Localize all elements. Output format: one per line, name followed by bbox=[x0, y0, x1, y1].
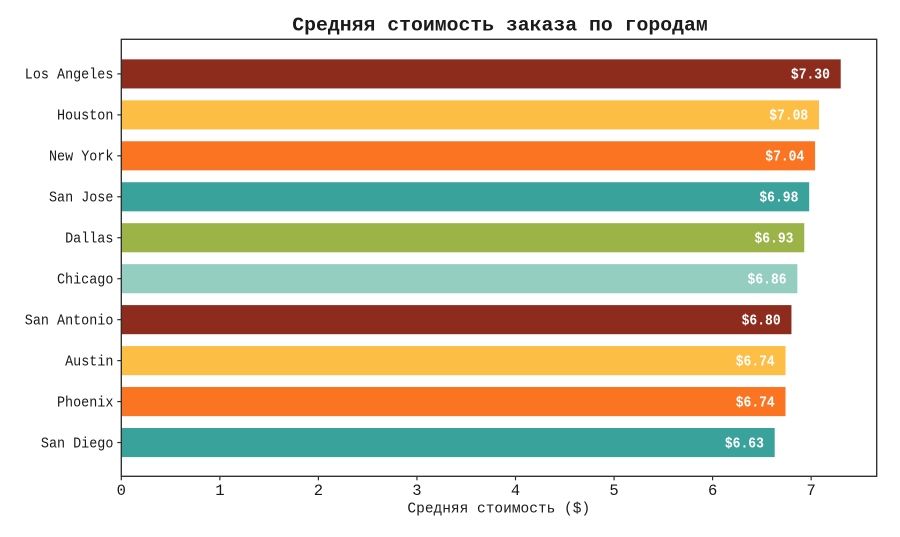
svg-text:San Antonio: San Antonio bbox=[25, 312, 114, 329]
svg-text:Phoenix: Phoenix bbox=[57, 394, 113, 411]
svg-text:Austin: Austin bbox=[65, 353, 113, 370]
svg-text:$6.74: $6.74 bbox=[736, 394, 775, 411]
svg-text:Dallas: Dallas bbox=[65, 230, 113, 247]
svg-text:6: 6 bbox=[708, 482, 717, 500]
svg-text:2: 2 bbox=[314, 482, 323, 500]
svg-text:1: 1 bbox=[215, 482, 224, 500]
svg-text:7: 7 bbox=[806, 482, 815, 500]
svg-text:San Diego: San Diego bbox=[41, 435, 114, 452]
svg-text:$6.74: $6.74 bbox=[736, 353, 775, 370]
svg-text:$6.98: $6.98 bbox=[759, 190, 798, 207]
svg-text:$6.63: $6.63 bbox=[725, 435, 764, 452]
svg-text:4: 4 bbox=[511, 482, 520, 500]
svg-text:$7.08: $7.08 bbox=[769, 108, 808, 125]
svg-text:$6.93: $6.93 bbox=[754, 231, 793, 248]
svg-text:$7.04: $7.04 bbox=[765, 149, 804, 166]
svg-text:5: 5 bbox=[609, 482, 618, 500]
svg-text:Chicago: Chicago bbox=[57, 271, 113, 288]
svg-text:3: 3 bbox=[412, 482, 421, 500]
svg-text:San Jose: San Jose bbox=[49, 190, 113, 207]
svg-text:Средняя стоимость заказа по го: Средняя стоимость заказа по городам bbox=[292, 15, 707, 37]
svg-text:Средняя стоимость ($): Средняя стоимость ($) bbox=[407, 502, 590, 518]
svg-text:New York: New York bbox=[49, 149, 113, 166]
svg-text:Houston: Houston bbox=[57, 108, 113, 125]
svg-text:0: 0 bbox=[117, 482, 126, 500]
svg-text:$6.86: $6.86 bbox=[748, 272, 787, 289]
svg-text:$7.30: $7.30 bbox=[791, 67, 830, 84]
svg-text:$6.80: $6.80 bbox=[742, 312, 781, 329]
svg-text:Los Angeles: Los Angeles bbox=[25, 67, 114, 84]
